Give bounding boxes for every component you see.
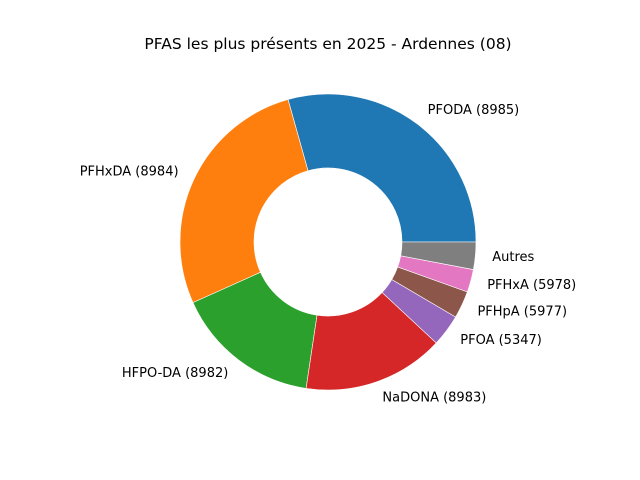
slice-label-pfhxda: PFHxDA (8984) [80, 165, 179, 180]
slice-pfhxda [179, 99, 309, 304]
slice-label-autres: Autres [492, 250, 534, 265]
chart-title: PFAS les plus présents en 2025 - Ardenne… [144, 35, 511, 53]
slice-label-pfhpa: PFHpA (5977) [477, 304, 567, 319]
slice-label-pfoda: PFODA (8985) [428, 103, 520, 118]
labels-group: PFODA (8985) PFHxDA (8984) HFPO-DA (8982) N… [80, 103, 577, 405]
slice-label-hfpo-da: HFPO-DA (8982) [122, 366, 228, 381]
slice-pfoda [287, 93, 477, 243]
slice-autres [400, 241, 477, 270]
slices-group [179, 93, 477, 391]
slice-label-pfoa: PFOA (5347) [460, 333, 542, 348]
slice-label-nadona: NaDONA (8983) [382, 390, 486, 405]
slice-label-pfhxa: PFHxA (5978) [487, 278, 576, 293]
